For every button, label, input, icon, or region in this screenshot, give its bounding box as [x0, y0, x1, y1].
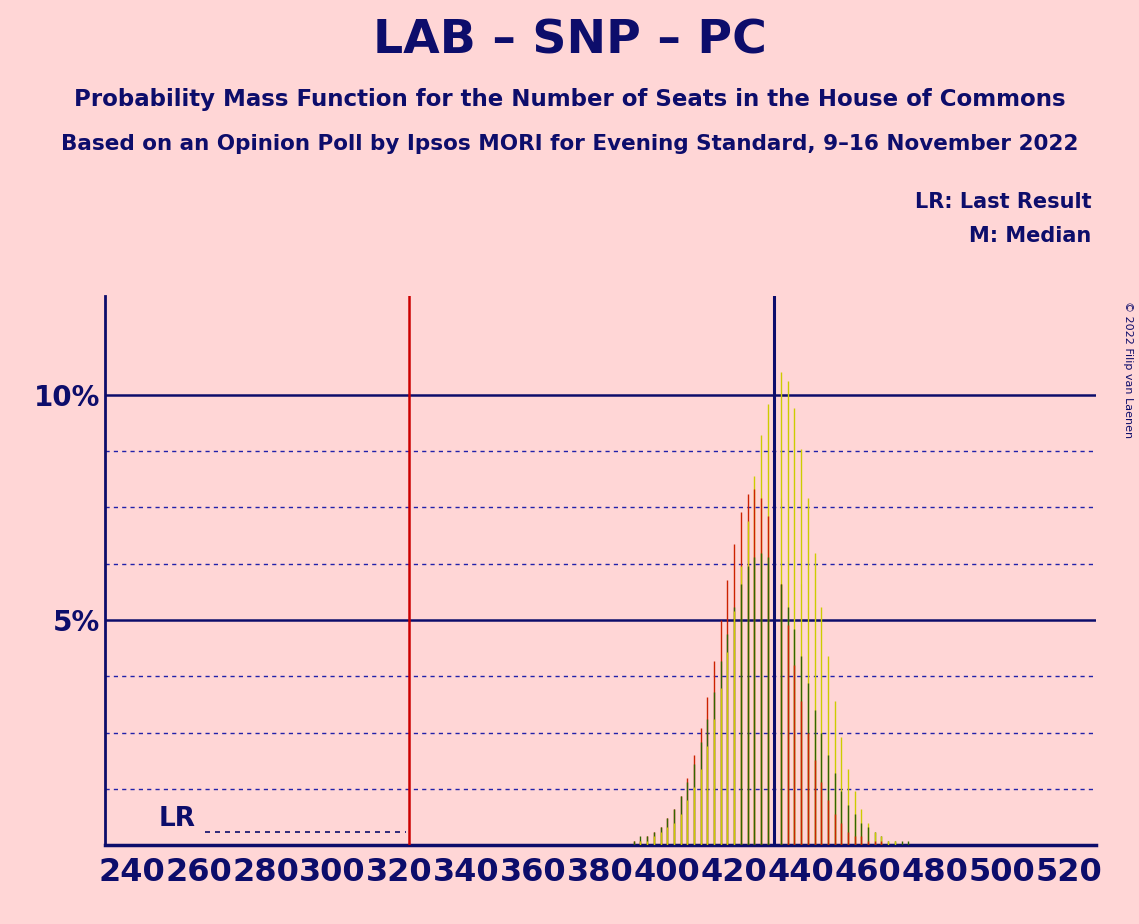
Text: LAB – SNP – PC: LAB – SNP – PC: [372, 18, 767, 64]
Text: Probability Mass Function for the Number of Seats in the House of Commons: Probability Mass Function for the Number…: [74, 88, 1065, 111]
Text: Based on an Opinion Poll by Ipsos MORI for Evening Standard, 9–16 November 2022: Based on an Opinion Poll by Ipsos MORI f…: [60, 134, 1079, 154]
Text: M: Median: M: Median: [969, 226, 1091, 247]
Text: LR: LR: [158, 806, 196, 832]
Text: © 2022 Filip van Laenen: © 2022 Filip van Laenen: [1123, 301, 1132, 438]
Text: LR: Last Result: LR: Last Result: [915, 192, 1091, 213]
